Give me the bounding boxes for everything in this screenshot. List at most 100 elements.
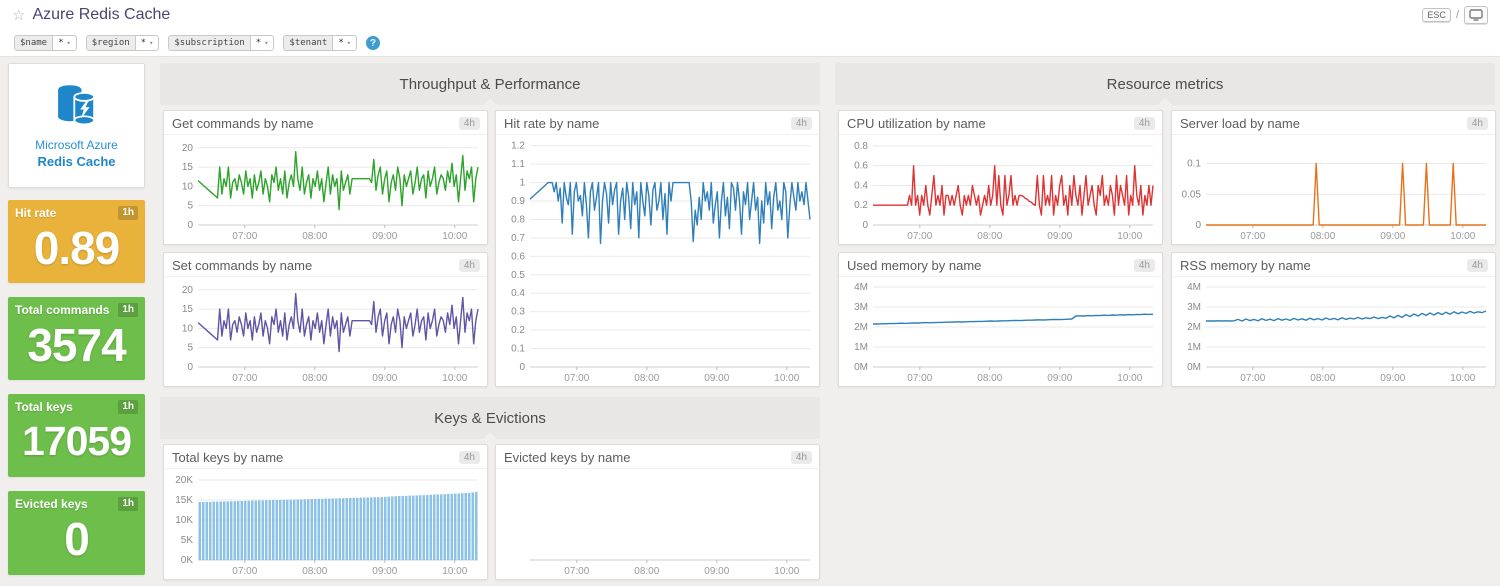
widget-title: Total commands [15, 303, 110, 317]
timeframe-badge: 1h [118, 206, 138, 220]
timeframe-badge: 1h [118, 303, 138, 317]
svg-text:4M: 4M [854, 282, 868, 293]
help-icon[interactable]: ? [365, 36, 380, 50]
chevron-down-icon: ▾ [149, 39, 154, 47]
group-header-resource-metrics[interactable]: Resource metrics [835, 63, 1495, 105]
chart-plot-area[interactable]: 0 0.05 0.1 07:00 08:00 09:00 10:00 [1172, 135, 1495, 244]
svg-text:08:00: 08:00 [302, 231, 327, 242]
timeframe-badge: 4h [458, 259, 480, 272]
chart-title: Total keys by name [172, 450, 284, 465]
svg-text:07:00: 07:00 [564, 373, 589, 384]
svg-text:09:00: 09:00 [704, 566, 729, 577]
svg-text:0: 0 [1195, 220, 1201, 231]
fullscreen-button[interactable] [1464, 6, 1488, 24]
svg-text:20K: 20K [175, 475, 193, 486]
metric-value: 0.89 [33, 221, 121, 274]
timeframe-badge: 4h [1133, 259, 1155, 272]
svg-text:0.8: 0.8 [511, 215, 525, 226]
chart-plot-area[interactable]: 0M 1M 2M 3M 4M 07:00 08:00 09:00 10:00 [1172, 277, 1495, 386]
chart-plot-area[interactable]: 0M 1M 2M 3M 4M 07:00 08:00 09:00 10:00 [839, 277, 1162, 386]
chart-total-keys[interactable]: Total keys by name 4h 0K 5K 10K 15K 20K 07:00… [163, 444, 488, 580]
page-title: Azure Redis Cache [32, 6, 171, 23]
timeframe-badge: 4h [1466, 117, 1488, 130]
chart-plot-area[interactable]: 07:00 08:00 09:00 10:00 [496, 469, 819, 579]
template-var-tenant[interactable]: $tenant * ▾ [283, 35, 357, 51]
svg-text:09:00: 09:00 [1047, 231, 1072, 242]
svg-text:07:00: 07:00 [907, 231, 932, 242]
chevron-down-icon: ▾ [346, 39, 351, 47]
svg-text:0: 0 [862, 220, 868, 231]
group-title: Throughput & Performance [399, 75, 581, 93]
svg-text:07:00: 07:00 [232, 566, 257, 577]
chart-rss-memory[interactable]: RSS memory by name 4h 0M 1M 2M 3M 4M 07:00 08:… [1171, 252, 1496, 387]
chart-title: RSS memory by name [1180, 258, 1311, 273]
svg-text:0.6: 0.6 [854, 161, 868, 172]
timeframe-badge: 4h [1133, 117, 1155, 130]
group-header-throughput[interactable]: Throughput & Performance [160, 63, 820, 105]
chart-title: Get commands by name [172, 116, 314, 131]
chart-server-load[interactable]: Server load by name 4h 0 0.05 0.1 07:00 08:0… [1171, 110, 1496, 245]
svg-text:08:00: 08:00 [1310, 373, 1335, 384]
dashboard-board: Microsoft Azure Redis Cache Hit rate 1h … [0, 57, 1500, 586]
metric-value: 17059 [21, 418, 132, 464]
azure-redis-logo-widget: Microsoft Azure Redis Cache [8, 63, 145, 188]
svg-text:08:00: 08:00 [302, 566, 327, 577]
chart-plot-area[interactable]: 0 5 10 15 20 07:00 08:00 09:00 10:00 [164, 277, 487, 386]
chart-plot-area[interactable]: 0 5 10 15 20 07:00 08:00 09:00 10:00 [164, 135, 487, 244]
svg-text:0.7: 0.7 [511, 233, 525, 244]
chart-cpu-utilization[interactable]: CPU utilization by name 4h 0 0.2 0.4 0.6 0.8… [838, 110, 1163, 245]
svg-text:08:00: 08:00 [634, 373, 659, 384]
query-value-evicted-keys[interactable]: Evicted keys 1h 0 [8, 491, 145, 575]
chart-plot-area[interactable]: 0 0.2 0.4 0.6 0.8 07:00 08:00 09:00 10:00 [839, 135, 1162, 244]
query-value-total-keys[interactable]: Total keys 1h 17059 [8, 394, 145, 477]
query-value-hit-rate[interactable]: Hit rate 1h 0.89 [8, 200, 145, 283]
svg-text:1: 1 [519, 178, 525, 189]
chart-hit-rate[interactable]: Hit rate by name 4h 0 0.1 0.2 0.3 0.4 0.5 0.6 0… [495, 110, 820, 387]
svg-text:20: 20 [182, 285, 194, 296]
template-variables-bar: $name * ▾ $region * ▾ $subscription * ▾ $te… [0, 30, 1500, 57]
svg-text:07:00: 07:00 [232, 373, 257, 384]
svg-text:0.6: 0.6 [511, 251, 525, 262]
chart-get-commands[interactable]: Get commands by name 4h 0 5 10 15 20 07:00 08:… [163, 110, 488, 245]
svg-text:3M: 3M [1187, 302, 1201, 313]
chart-plot-area[interactable]: 0 0.1 0.2 0.3 0.4 0.5 0.6 0.7 0.8 0.9 1 1.1 1.2 07:00… [496, 135, 819, 386]
svg-text:2M: 2M [854, 322, 868, 333]
template-var-subscription[interactable]: $subscription * ▾ [168, 35, 275, 51]
chart-evicted-keys[interactable]: Evicted keys by name 4h 07:00 08:00 09:00 1… [495, 444, 820, 580]
svg-text:0.1: 0.1 [511, 344, 525, 355]
template-var-subscription-value: * [255, 38, 262, 48]
metric-value: 0 [64, 513, 90, 565]
svg-text:09:00: 09:00 [1380, 373, 1405, 384]
query-value-total-commands[interactable]: Total commands 1h 3574 [8, 297, 145, 380]
svg-text:20: 20 [182, 143, 194, 154]
svg-text:0: 0 [519, 362, 525, 373]
svg-text:2M: 2M [1187, 322, 1201, 333]
template-var-region[interactable]: $region * ▾ [85, 35, 160, 51]
chart-title: Server load by name [1180, 116, 1300, 131]
group-header-keys-evictions[interactable]: Keys & Evictions [160, 397, 820, 439]
group-title: Keys & Evictions [434, 409, 546, 427]
widget-title: Evicted keys [15, 497, 88, 511]
widget-title: Total keys [15, 400, 73, 414]
timeframe-badge: 4h [458, 451, 480, 464]
timeframe-badge: 1h [118, 400, 138, 414]
widget-title: Hit rate [15, 206, 57, 220]
template-var-name[interactable]: $name * ▾ [14, 35, 77, 51]
favorite-star-icon[interactable]: ☆ [12, 7, 26, 24]
template-var-region-value: * [140, 38, 147, 48]
svg-text:15: 15 [182, 304, 194, 315]
template-var-name-label: $name [15, 36, 54, 50]
svg-text:08:00: 08:00 [634, 566, 659, 577]
svg-text:0.2: 0.2 [854, 200, 868, 211]
chart-used-memory[interactable]: Used memory by name 4h 0M 1M 2M 3M 4M 07:00 08… [838, 252, 1163, 387]
metric-value: 3574 [27, 318, 126, 371]
chart-set-commands[interactable]: Set commands by name 4h 0 5 10 15 20 07:00 08:… [163, 252, 488, 387]
svg-text:0.1: 0.1 [1187, 159, 1201, 170]
svg-text:0.05: 0.05 [1182, 189, 1202, 200]
svg-text:10:00: 10:00 [1117, 373, 1142, 384]
chart-title: Evicted keys by name [504, 450, 631, 465]
chart-title: Used memory by name [847, 258, 982, 273]
chart-plot-area[interactable]: 0K 5K 10K 15K 20K 07:00 08:00 09:00 10:00 [164, 469, 487, 579]
svg-text:07:00: 07:00 [564, 566, 589, 577]
template-var-tenant-value: * [338, 38, 344, 48]
